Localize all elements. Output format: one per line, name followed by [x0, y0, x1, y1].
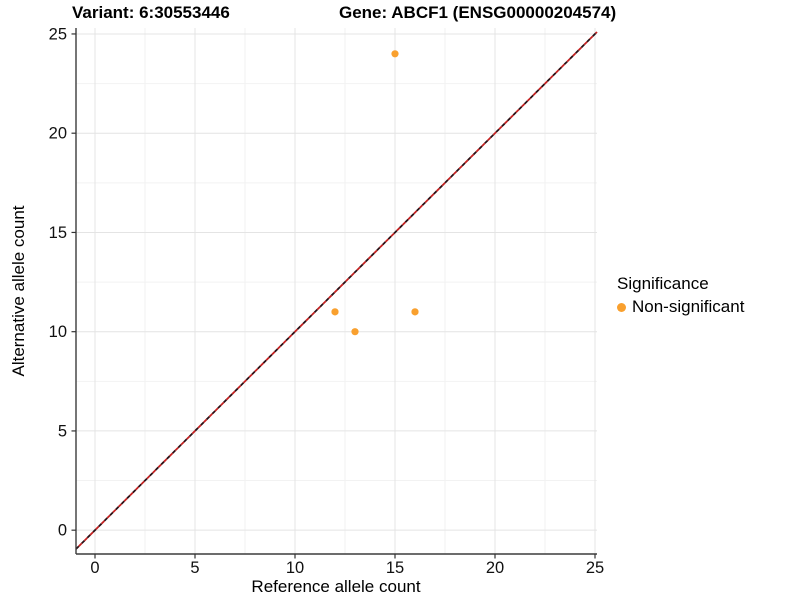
- legend: Significance Non-significant: [617, 274, 744, 317]
- y-tick-label: 20: [49, 125, 67, 143]
- y-tick-label: 0: [58, 522, 67, 540]
- y-tick-label: 15: [49, 224, 67, 242]
- legend-item-label: Non-significant: [632, 297, 745, 316]
- legend-item-non-significant: Non-significant: [617, 297, 744, 317]
- x-tick-label: 0: [90, 559, 99, 577]
- identity-line-red-dashes: [75, 31, 598, 550]
- legend-title: Significance: [617, 274, 709, 293]
- legend-swatch-icon: [617, 302, 626, 312]
- y-tick-label: 25: [49, 25, 67, 43]
- variant-title: Variant: 6:30553446: [72, 3, 230, 22]
- x-tick-label: 5: [190, 559, 199, 577]
- y-tick-label: 5: [58, 422, 67, 440]
- gene-title: Gene: ABCF1 (ENSG00000204574): [339, 3, 617, 22]
- data-point: [391, 50, 399, 58]
- x-tick-label: 25: [586, 559, 604, 577]
- x-tick-label: 20: [486, 559, 504, 577]
- x-tick-label: 15: [386, 559, 404, 577]
- data-point: [331, 308, 339, 316]
- data-point: [351, 328, 359, 336]
- data-point: [411, 308, 419, 316]
- identity-line-dark-dashes: [75, 31, 598, 550]
- x-axis-title: Reference allele count: [251, 577, 421, 596]
- y-tick-label: 10: [49, 323, 67, 341]
- x-tick-label: 10: [286, 559, 304, 577]
